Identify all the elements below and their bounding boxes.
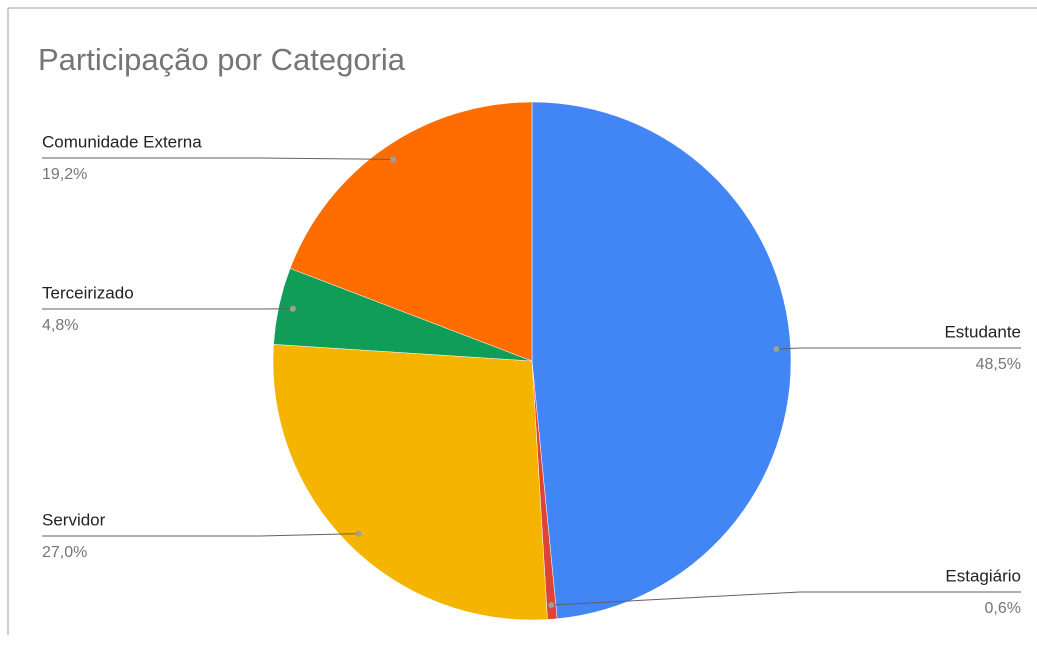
leader-dot <box>355 530 362 537</box>
slice-label: Terceirizado <box>42 283 134 302</box>
slice-label: Comunidade Externa <box>42 132 202 151</box>
slice-value: 4,8% <box>42 317 78 334</box>
slice-value: 0,6% <box>985 600 1021 617</box>
slice-value: 48,5% <box>976 356 1021 373</box>
slice-value: 27,0% <box>42 544 87 561</box>
leader-line <box>776 347 1021 350</box>
leader-dot <box>773 346 780 353</box>
slice-label: Estudante <box>944 322 1021 341</box>
leader-dot <box>289 305 296 312</box>
leader-line <box>42 533 359 537</box>
leader-dot <box>548 602 555 609</box>
leader-line <box>42 157 394 160</box>
slice-label: Estagiário <box>945 566 1021 585</box>
leader-line <box>551 591 1021 606</box>
slice-label: Servidor <box>42 510 106 529</box>
pie-slice <box>531 101 792 620</box>
chart-title: Participação por Categoria <box>38 42 406 77</box>
leader-dot <box>390 156 397 163</box>
pie-slice <box>289 101 533 362</box>
pie-slice <box>272 344 548 621</box>
slice-value: 19,2% <box>42 166 87 183</box>
